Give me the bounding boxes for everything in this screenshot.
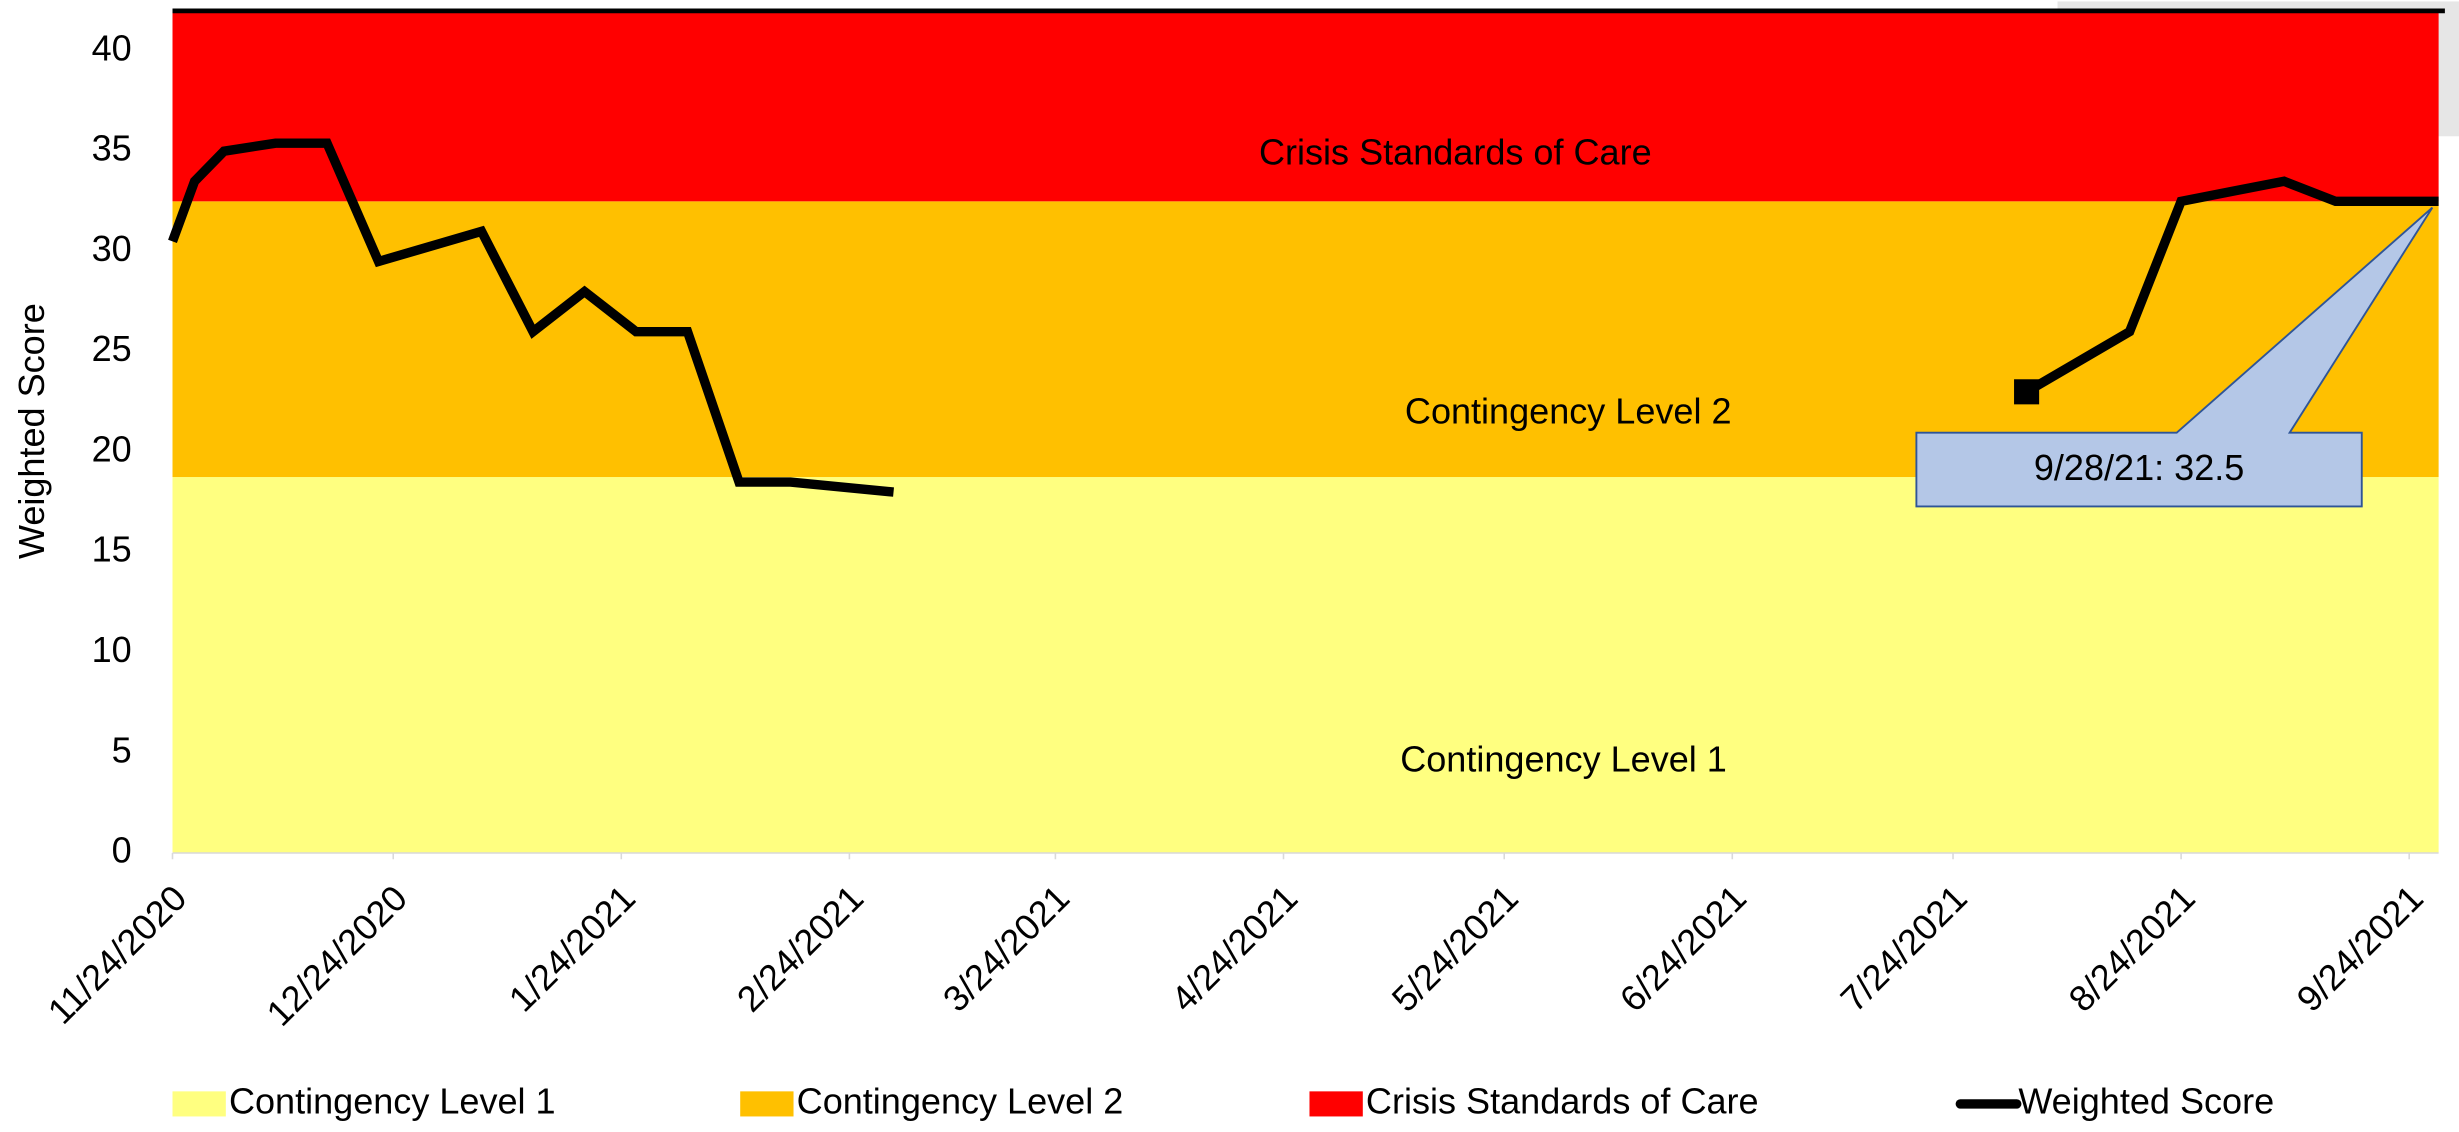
x-tick-label: 5/24/2021	[1384, 877, 1526, 1019]
x-tick-label: 8/24/2021	[2061, 877, 2203, 1019]
point-marker	[2014, 379, 2040, 405]
line	[168, 138, 2439, 497]
legend-swatch	[172, 1091, 226, 1117]
x-tick-label: 4/24/2021	[1163, 877, 1305, 1019]
x-tick-label: 9/24/2021	[2289, 877, 2431, 1019]
x-tick-label: 3/24/2021	[935, 877, 1077, 1019]
x-tick-label: 12/24/2020	[258, 877, 415, 1034]
y-tick-label: 30	[92, 228, 132, 269]
callout	[1915, 206, 2434, 508]
legend-swatch	[740, 1091, 794, 1117]
legend-swatch	[1309, 1091, 1363, 1117]
y-axis-label: Weighted Score	[11, 303, 52, 559]
x-tick-label: 11/24/2020	[40, 877, 195, 1032]
band	[172, 10, 2439, 202]
y-tick-label: 20	[92, 428, 132, 469]
x-tick-label: 2/24/2021	[729, 877, 871, 1019]
band-label: Contingency Level 2	[1405, 390, 1732, 431]
annotation: 9/28/21: 32.5	[2034, 447, 2244, 488]
x-tick-label: 6/24/2021	[1612, 877, 1754, 1019]
y-tick-label: 0	[112, 830, 132, 871]
y-tick-label: 40	[92, 27, 132, 68]
y-tick-label: 35	[92, 128, 132, 169]
y-tick-label: 15	[92, 529, 132, 570]
band	[172, 477, 2439, 853]
band	[172, 201, 2439, 478]
y-tick-label: 25	[92, 328, 132, 369]
y-tick-label: 10	[92, 629, 132, 670]
x-tick-label: 1/24/2021	[501, 877, 643, 1019]
legend-label: Contingency Level 2	[797, 1080, 1124, 1121]
band-label: Contingency Level 1	[1400, 739, 1727, 780]
legend-label: Weighted Score	[2018, 1080, 2274, 1121]
band-label: Crisis Standards of Care	[1259, 132, 1652, 173]
legend-label: Contingency Level 1	[229, 1080, 556, 1121]
x-tick-label: 7/24/2021	[1832, 877, 1974, 1019]
legend-label: Crisis Standards of Care	[1366, 1080, 1759, 1121]
y-tick-label: 5	[112, 729, 132, 770]
